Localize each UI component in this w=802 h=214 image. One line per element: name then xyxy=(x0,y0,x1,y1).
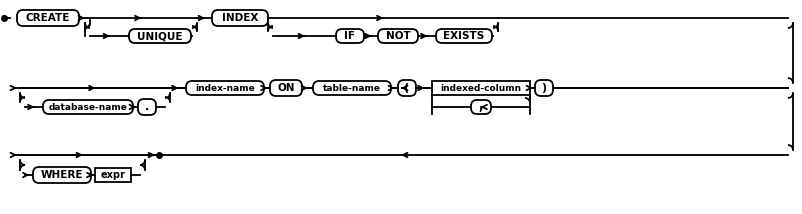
Bar xyxy=(95,168,131,182)
Text: database-name: database-name xyxy=(48,103,128,111)
FancyBboxPatch shape xyxy=(398,80,415,96)
Text: ): ) xyxy=(541,83,546,93)
Text: INDEX: INDEX xyxy=(221,13,258,23)
Text: ,: , xyxy=(478,102,483,112)
Text: EXISTS: EXISTS xyxy=(443,31,484,41)
Text: IF: IF xyxy=(344,31,355,41)
Text: CREATE: CREATE xyxy=(26,13,70,23)
Text: index-name: index-name xyxy=(195,83,254,92)
Bar xyxy=(431,81,529,95)
FancyBboxPatch shape xyxy=(129,29,191,43)
Text: expr: expr xyxy=(100,170,125,180)
Text: indexed-column: indexed-column xyxy=(439,83,521,92)
FancyBboxPatch shape xyxy=(212,10,268,26)
FancyBboxPatch shape xyxy=(33,167,91,183)
FancyBboxPatch shape xyxy=(471,100,490,114)
FancyBboxPatch shape xyxy=(335,29,363,43)
Text: .: . xyxy=(144,102,149,112)
FancyBboxPatch shape xyxy=(435,29,492,43)
Text: WHERE: WHERE xyxy=(41,170,83,180)
Text: NOT: NOT xyxy=(385,31,410,41)
FancyBboxPatch shape xyxy=(269,80,302,96)
FancyBboxPatch shape xyxy=(17,10,79,26)
FancyBboxPatch shape xyxy=(378,29,418,43)
FancyBboxPatch shape xyxy=(313,81,391,95)
Text: table-name: table-name xyxy=(322,83,380,92)
Text: UNIQUE: UNIQUE xyxy=(137,31,183,41)
FancyBboxPatch shape xyxy=(186,81,264,95)
FancyBboxPatch shape xyxy=(43,100,133,114)
FancyBboxPatch shape xyxy=(534,80,553,96)
FancyBboxPatch shape xyxy=(138,99,156,115)
Text: (: ( xyxy=(404,83,409,93)
Text: ON: ON xyxy=(277,83,294,93)
